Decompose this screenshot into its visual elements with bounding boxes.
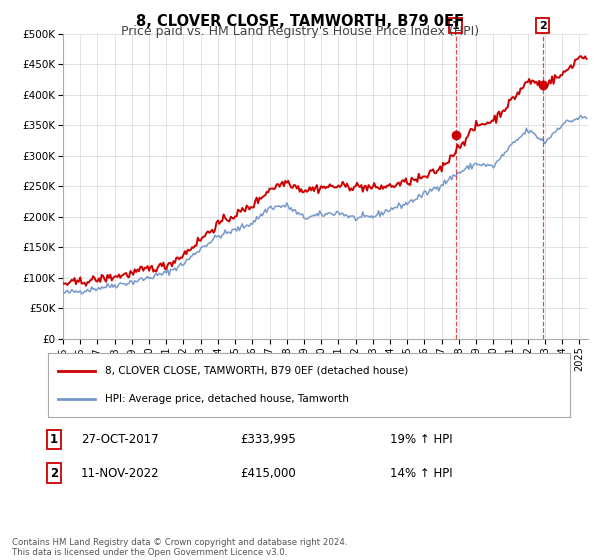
Text: 11-NOV-2022: 11-NOV-2022	[81, 466, 160, 480]
Text: Price paid vs. HM Land Registry's House Price Index (HPI): Price paid vs. HM Land Registry's House …	[121, 25, 479, 38]
Text: 1: 1	[452, 21, 460, 31]
Text: 8, CLOVER CLOSE, TAMWORTH, B79 0EF (detached house): 8, CLOVER CLOSE, TAMWORTH, B79 0EF (deta…	[106, 366, 409, 376]
Text: £333,995: £333,995	[240, 433, 296, 446]
Text: 14% ↑ HPI: 14% ↑ HPI	[390, 466, 452, 480]
Text: 19% ↑ HPI: 19% ↑ HPI	[390, 433, 452, 446]
Text: Contains HM Land Registry data © Crown copyright and database right 2024.
This d: Contains HM Land Registry data © Crown c…	[12, 538, 347, 557]
Text: 1: 1	[50, 433, 58, 446]
Text: 27-OCT-2017: 27-OCT-2017	[81, 433, 158, 446]
Text: 8, CLOVER CLOSE, TAMWORTH, B79 0EF: 8, CLOVER CLOSE, TAMWORTH, B79 0EF	[136, 14, 464, 29]
Text: 2: 2	[539, 21, 547, 31]
Text: £415,000: £415,000	[240, 466, 296, 480]
Text: 2: 2	[50, 466, 58, 480]
Text: HPI: Average price, detached house, Tamworth: HPI: Average price, detached house, Tamw…	[106, 394, 349, 404]
